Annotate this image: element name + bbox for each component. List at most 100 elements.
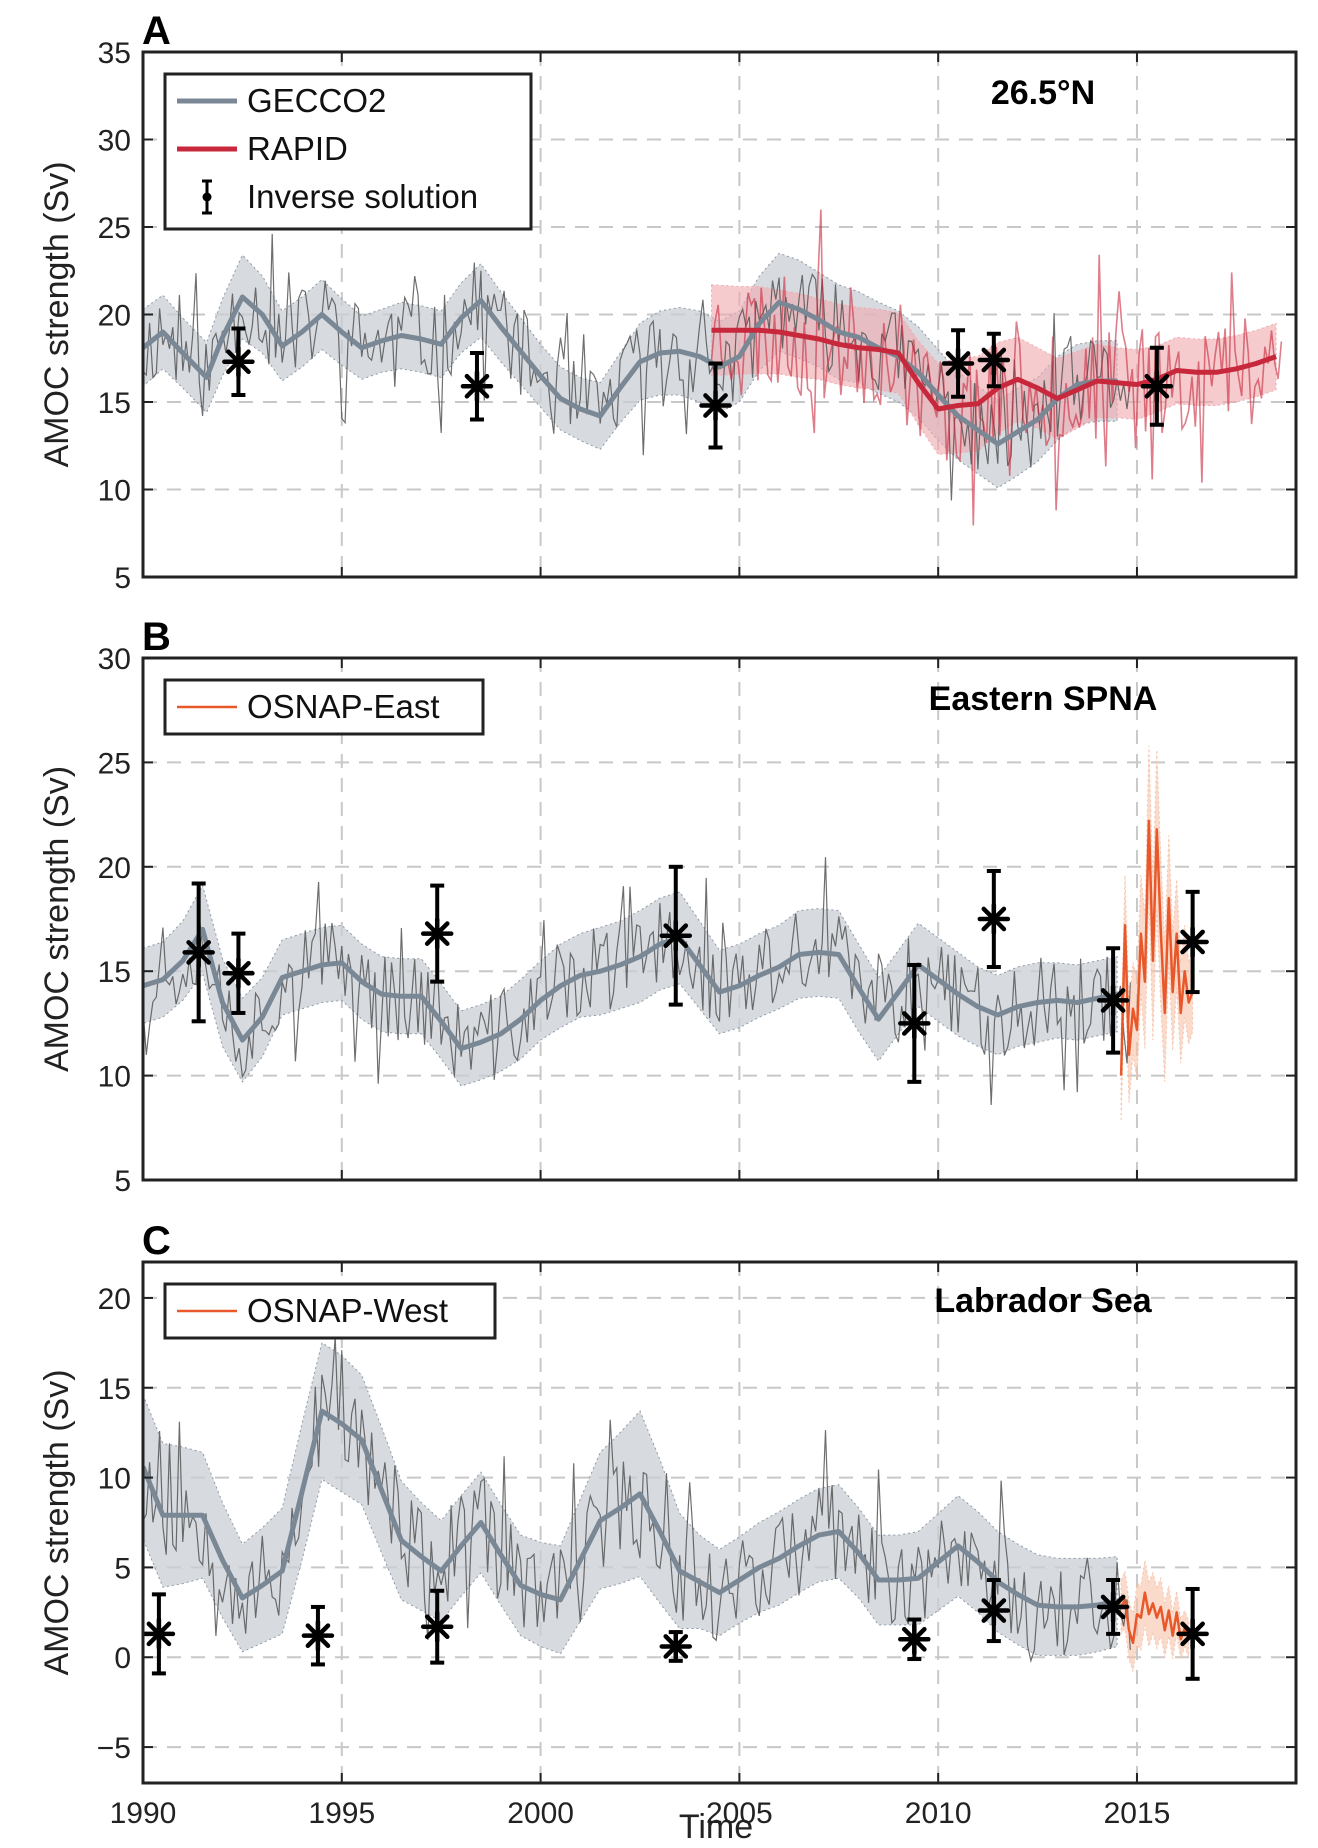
- asterisk-stroke: [981, 906, 1007, 932]
- inverse-solution-point: [420, 883, 454, 984]
- monthly-line-rapid: [710, 209, 1283, 526]
- y-tick-label: 15: [98, 956, 131, 989]
- region-label: Labrador Sea: [934, 1282, 1152, 1320]
- inverse-solution-point: [898, 962, 931, 1084]
- x-tick-label: 2000: [507, 1797, 574, 1830]
- asterisk-stroke: [663, 923, 689, 949]
- grid: [143, 1262, 1296, 1783]
- y-tick-label: 5: [114, 562, 131, 595]
- uncertainty-band-gecco2: [143, 884, 1118, 1087]
- monthly-line-gecco2: [143, 233, 1131, 501]
- asterisk-stroke: [305, 1623, 331, 1649]
- y-tick-label: 25: [98, 747, 131, 780]
- inverse-solution-point: [941, 328, 975, 399]
- asterisk-stroke: [1144, 373, 1170, 399]
- legend-asterisk-icon: [202, 192, 212, 202]
- region-label: 26.5°N: [991, 74, 1095, 112]
- asterisk-stroke: [981, 347, 1007, 373]
- inverse-solution-point: [1140, 345, 1174, 427]
- inverse-solution-point: [1176, 889, 1209, 995]
- inverse-solution-point: [977, 331, 1011, 389]
- y-tick-label: 15: [98, 1373, 131, 1406]
- asterisk-stroke: [945, 351, 971, 376]
- y-axis-title: AMOC strength (Sv): [38, 1369, 76, 1675]
- inverse-solution-point: [659, 864, 693, 1007]
- y-tick-label: 10: [98, 1061, 131, 1094]
- y-tick-label: 35: [98, 37, 131, 70]
- x-tick-label: 1990: [110, 1797, 177, 1830]
- axes-frame: [141, 656, 1298, 1182]
- x-tick-label: 2010: [905, 1797, 972, 1830]
- legend: OSNAP-West: [163, 1282, 497, 1340]
- inverse-solution-point: [301, 1604, 335, 1667]
- panel-c: −5 0 5 10 15 20 1990 1995 2000 2005 2010 2015 AMOC s…: [38, 1219, 1298, 1830]
- series-line-gecco2: [143, 1408, 1118, 1610]
- series-line-osnap-west: [1120, 1591, 1190, 1645]
- y-tick-label: −5: [97, 1732, 131, 1765]
- inverse-solution-point: [977, 1577, 1011, 1644]
- legend: GECCO2 RAPID Inverse solution: [163, 72, 533, 231]
- inverse-solution-point: [143, 1592, 176, 1676]
- legend: OSNAP-East: [163, 678, 485, 736]
- inverse-solution-point: [1096, 1577, 1130, 1636]
- asterisk-stroke: [186, 940, 211, 965]
- asterisk-stroke: [424, 921, 450, 946]
- asterisk-stroke: [464, 373, 490, 399]
- y-tick-label: 25: [98, 212, 131, 245]
- inverse-solution-point: [420, 1588, 454, 1665]
- asterisk-stroke: [146, 1621, 172, 1647]
- panel-letter: B: [142, 615, 171, 659]
- legend-label: RAPID: [247, 130, 348, 167]
- panel-letter: C: [142, 1219, 171, 1263]
- y-tick-label: 5: [114, 1552, 131, 1585]
- inverse-solution-point: [1096, 946, 1130, 1055]
- legend-label: OSNAP-East: [247, 688, 440, 725]
- y-tick-label: 0: [114, 1642, 131, 1675]
- asterisk-stroke: [663, 1634, 689, 1659]
- y-tick-label: 20: [98, 300, 131, 333]
- legend-label: OSNAP-West: [247, 1292, 448, 1329]
- panel-b: 5 10 15 20 25 30 AMOC strength (Sv) B Eastern SP…: [38, 615, 1298, 1198]
- inverse-solution-point: [898, 1617, 931, 1662]
- x-tick-label: 2005: [706, 1797, 773, 1830]
- asterisk-stroke: [1180, 929, 1205, 955]
- y-axis-title: AMOC strength (Sv): [38, 161, 76, 467]
- legend-label: Inverse solution: [247, 178, 478, 215]
- inverse-solution-point: [977, 868, 1011, 970]
- axes-frame: [141, 1260, 1298, 1785]
- y-tick-label: 10: [98, 475, 131, 508]
- panel-a: 5 10 15 20 25 30 35 AMOC strength (Sv) A 26.5°N GE…: [38, 9, 1298, 595]
- series-line-gecco2: [143, 294, 1118, 447]
- inverse-solution-point: [182, 881, 215, 1024]
- y-tick-label: 30: [98, 643, 131, 676]
- y-tick-label: 5: [114, 1165, 131, 1198]
- plot-area: [143, 1336, 1209, 1681]
- inverse-solution-point: [222, 326, 255, 397]
- inverse-solution-point: [659, 1630, 693, 1663]
- y-tick-label: 10: [98, 1463, 131, 1496]
- uncertainty-band-osnap-east: [1120, 745, 1194, 1122]
- asterisk-stroke: [703, 393, 728, 418]
- inverse-solution-point: [1176, 1586, 1209, 1681]
- x-tick-label: 2015: [1104, 1797, 1171, 1830]
- asterisk-stroke: [1100, 1594, 1126, 1620]
- asterisk-stroke: [901, 1626, 927, 1652]
- x-axis-title: Time: [679, 1808, 753, 1846]
- series-line-osnap-east: [1119, 819, 1194, 1076]
- inverse-solution-point: [460, 351, 494, 422]
- asterisk-stroke: [226, 349, 251, 375]
- asterisk-stroke: [901, 1011, 927, 1036]
- asterisk-stroke: [226, 960, 251, 986]
- inverse-solution-point: [699, 361, 732, 450]
- region-label: Eastern SPNA: [929, 680, 1158, 718]
- y-tick-label: 20: [98, 1283, 131, 1316]
- inverse-solution-point: [222, 931, 255, 1015]
- x-tick-label: 1995: [308, 1797, 375, 1830]
- panel-letter: A: [142, 9, 171, 53]
- legend-label: GECCO2: [247, 82, 386, 119]
- y-tick-label: 20: [98, 852, 131, 885]
- plot-area: [143, 745, 1209, 1122]
- uncertainty-band-osnap-west: [1120, 1560, 1190, 1672]
- series-line-gecco2: [143, 926, 1118, 1051]
